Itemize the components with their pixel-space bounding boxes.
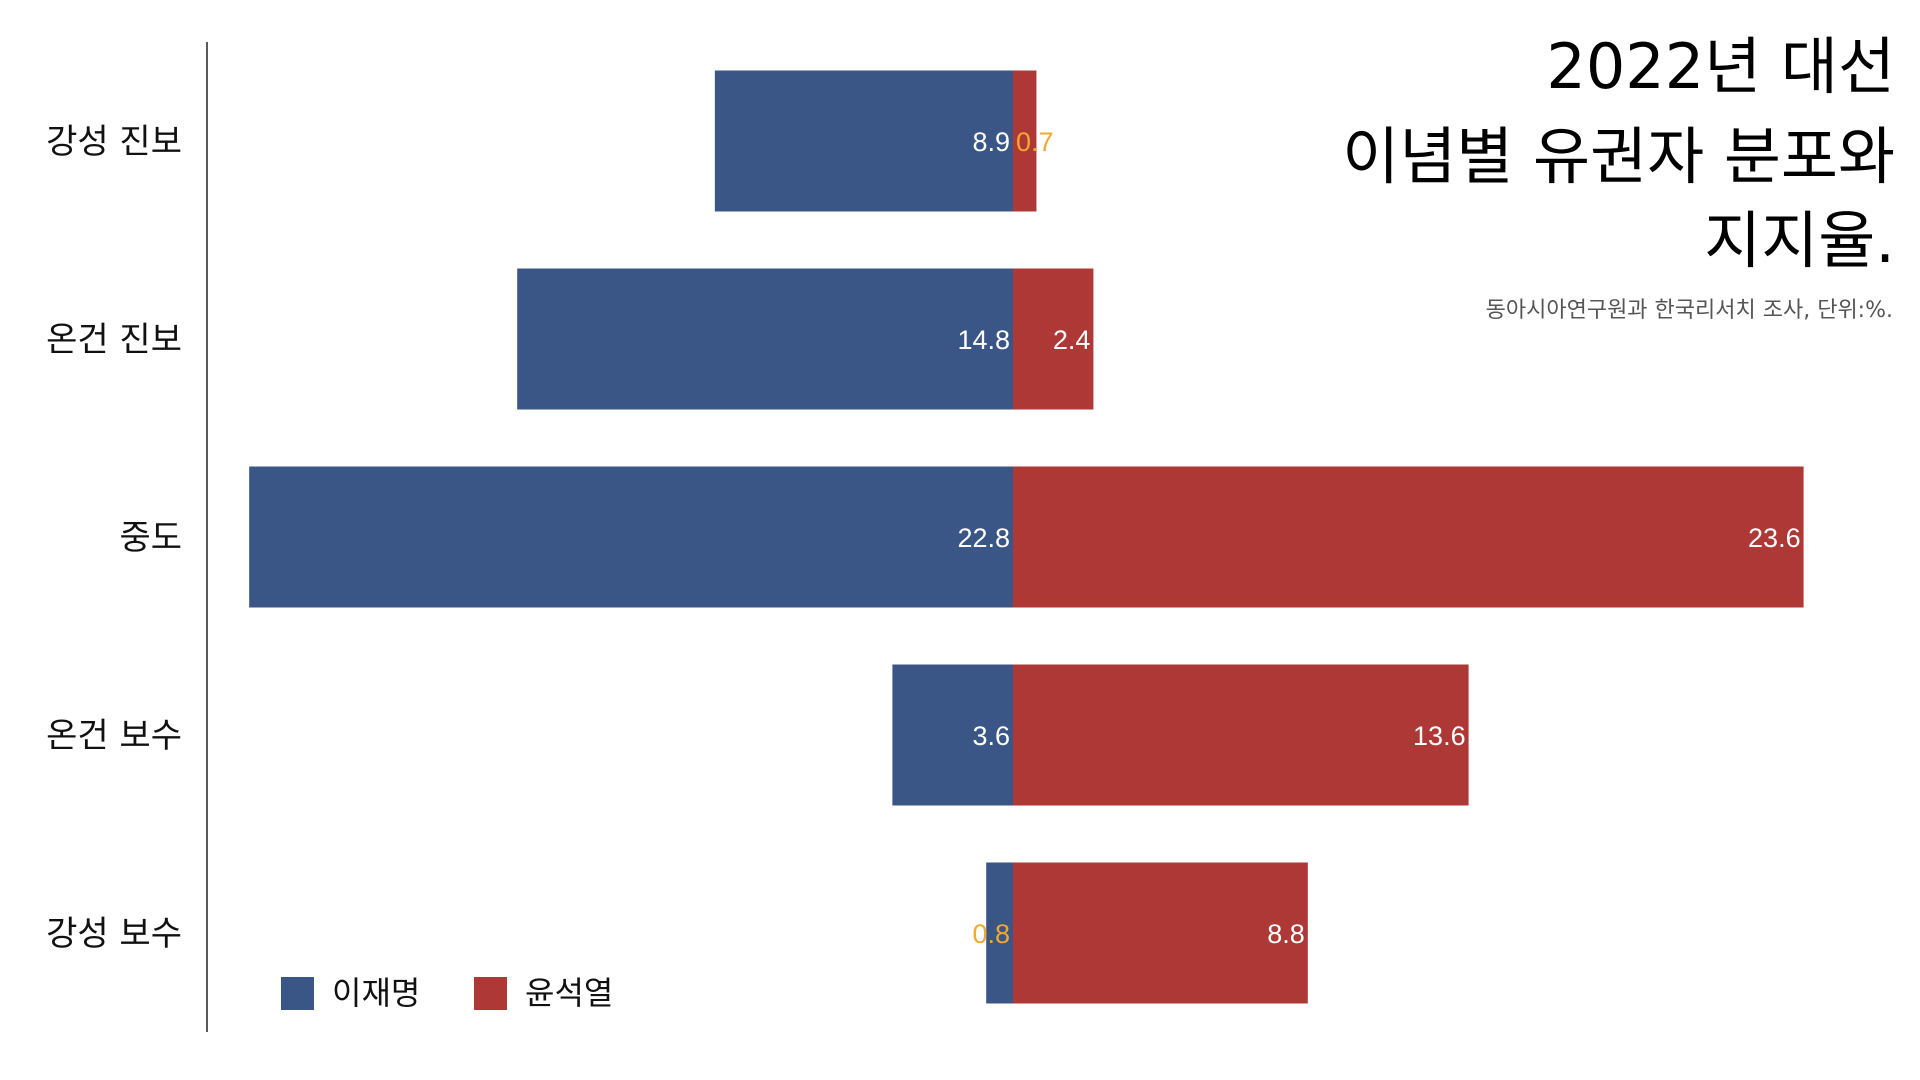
title-line-1: 2022년 대선 bbox=[1546, 30, 1895, 103]
value-label-lee: 3.6 bbox=[972, 721, 1010, 751]
chart-title: 2022년 대선 이념별 유권자 분포와 지지율. bbox=[1342, 30, 1895, 277]
category-label: 온건 진보 bbox=[46, 320, 182, 360]
value-label-yoon: 8.8 bbox=[1267, 919, 1305, 949]
category-label: 온건 보수 bbox=[46, 716, 182, 756]
category-label: 강성 보수 bbox=[46, 914, 182, 954]
bar-lee bbox=[986, 862, 1013, 1004]
legend-swatch-lee bbox=[281, 977, 314, 1010]
value-label-yoon: 0.7 bbox=[1016, 127, 1054, 157]
value-label-lee: 8.9 bbox=[972, 127, 1010, 157]
value-label-yoon: 23.6 bbox=[1748, 523, 1801, 553]
legend: 이재명 윤석열 bbox=[281, 974, 613, 1012]
bar-lee bbox=[249, 466, 1013, 608]
chart-subtitle: 동아시아연구원과 한국리서치 조사, 단위:%. bbox=[1486, 298, 1893, 323]
legend-label-yoon: 윤석열 bbox=[525, 974, 613, 1012]
value-label-lee: 0.8 bbox=[972, 919, 1010, 949]
legend-label-lee: 이재명 bbox=[332, 974, 420, 1012]
bar-yoon bbox=[1013, 862, 1308, 1004]
bar-yoon bbox=[1013, 466, 1804, 608]
bar-yoon bbox=[1013, 664, 1469, 806]
bar-yoon bbox=[1013, 268, 1094, 410]
category-label: 강성 진보 bbox=[46, 122, 182, 162]
title-line-2: 이념별 유권자 분포와 bbox=[1342, 120, 1895, 193]
bar-lee bbox=[892, 664, 1013, 806]
value-labels-layer: 8.9 0.7 14.8 2.4 22.8 23.6 3.6 13.6 0.8 8.8 bbox=[957, 127, 1800, 949]
value-label-lee: 22.8 bbox=[957, 523, 1010, 553]
category-label: 중도 bbox=[119, 518, 182, 558]
bar-lee bbox=[517, 268, 1013, 410]
legend-swatch-yoon bbox=[474, 977, 507, 1010]
value-label-yoon: 2.4 bbox=[1053, 325, 1091, 355]
bars-layer bbox=[249, 70, 1804, 1004]
value-label-yoon: 13.6 bbox=[1413, 721, 1466, 751]
bar-lee bbox=[714, 70, 1013, 212]
value-label-lee: 14.8 bbox=[957, 325, 1010, 355]
title-line-3: 지지율. bbox=[1704, 204, 1895, 277]
bar-yoon bbox=[1013, 70, 1037, 212]
